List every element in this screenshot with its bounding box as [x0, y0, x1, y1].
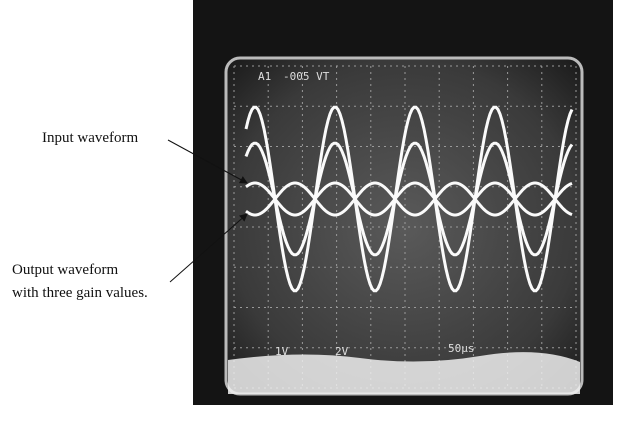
scope-ch1: 1V	[275, 345, 289, 358]
page: A1 -005 VT 1V 2V 50µs Input waveform Out…	[0, 0, 642, 430]
input-label: Input waveform	[42, 130, 139, 146]
output-label-2: with three gain values.	[12, 285, 148, 301]
scope-trigger: -005 VT	[283, 70, 330, 83]
scope-timebase: 50µs	[448, 342, 475, 355]
output-label: Output waveform	[12, 262, 119, 278]
scope-ch2: 2V	[335, 345, 349, 358]
figure: A1 -005 VT 1V 2V 50µs Input waveform Out…	[0, 0, 642, 430]
scope-channel: A1	[258, 70, 271, 83]
